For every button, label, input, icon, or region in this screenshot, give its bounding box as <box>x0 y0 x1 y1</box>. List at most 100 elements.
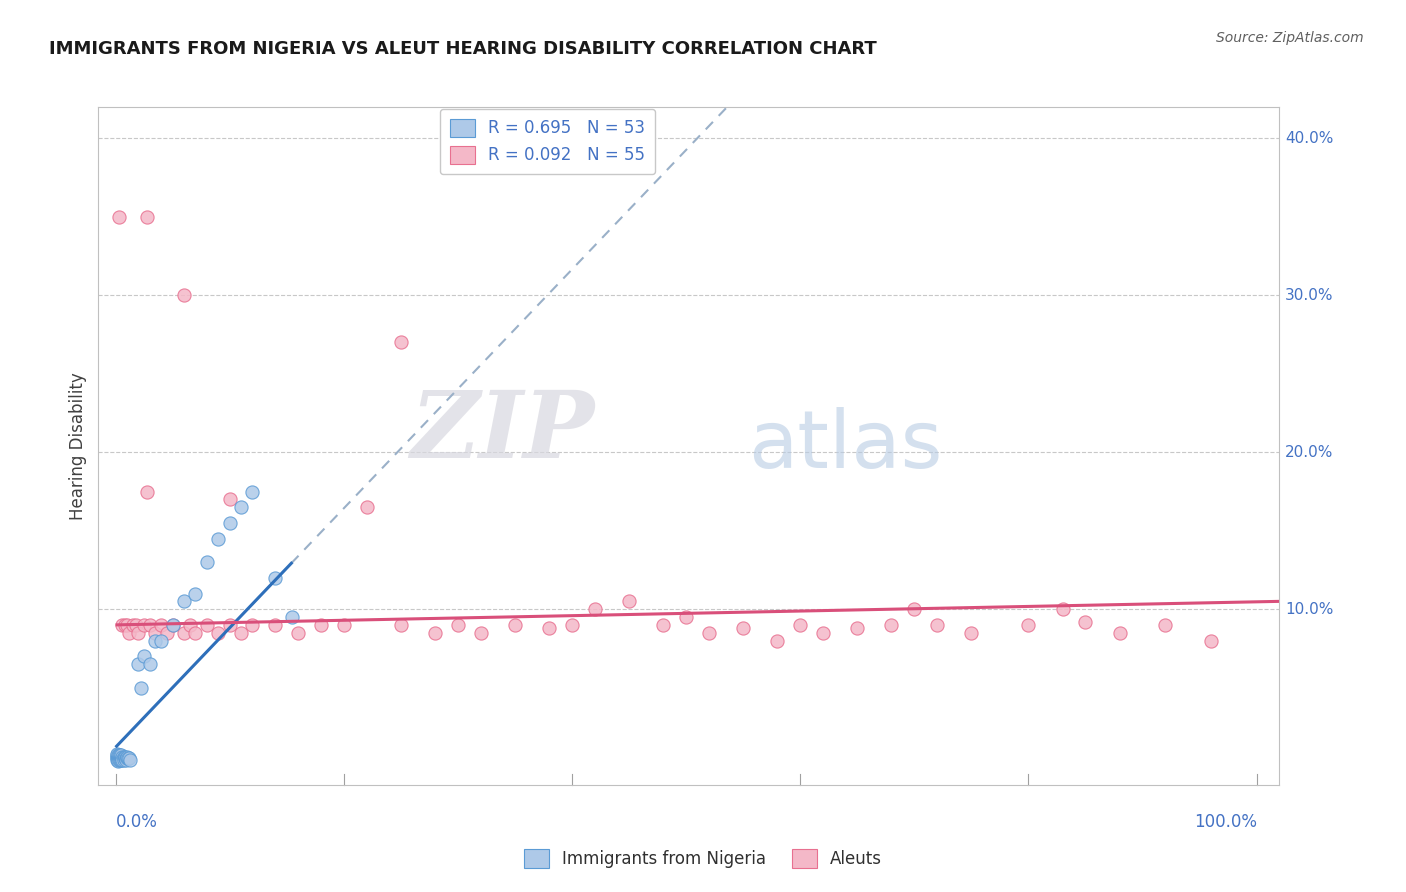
Point <box>114 751 136 765</box>
Point <box>309 618 332 632</box>
Text: 0.0%: 0.0% <box>115 814 157 831</box>
Point <box>356 500 378 515</box>
Point <box>110 751 132 765</box>
Point <box>108 753 131 767</box>
Point <box>1074 615 1097 629</box>
Point <box>561 618 583 632</box>
Point <box>846 621 869 635</box>
Point <box>127 625 149 640</box>
Point <box>105 748 128 763</box>
Text: 100.0%: 100.0% <box>1194 814 1257 831</box>
Point <box>129 681 152 695</box>
Point <box>150 618 173 632</box>
Point <box>184 625 207 640</box>
Point <box>162 618 184 632</box>
Point <box>112 751 135 765</box>
Point <box>114 618 136 632</box>
Point <box>114 751 136 765</box>
Point <box>115 618 138 632</box>
Y-axis label: Hearing Disability: Hearing Disability <box>69 372 87 520</box>
Point <box>538 621 561 635</box>
Point <box>423 625 446 640</box>
Point <box>195 555 218 569</box>
Point <box>697 625 720 640</box>
Point <box>115 751 138 765</box>
Point <box>107 749 129 764</box>
Point <box>136 484 159 499</box>
Point <box>107 748 129 763</box>
Point <box>115 749 138 764</box>
Point <box>617 594 640 608</box>
Point <box>107 751 129 765</box>
Point <box>118 625 141 640</box>
Point <box>125 618 148 632</box>
Point <box>195 618 218 632</box>
Text: 40.0%: 40.0% <box>1285 131 1333 146</box>
Point <box>117 751 139 765</box>
Point <box>470 625 492 640</box>
Point <box>242 484 264 499</box>
Point <box>108 210 131 224</box>
Point <box>1199 633 1222 648</box>
Point <box>264 571 287 585</box>
Point <box>811 625 834 640</box>
Point <box>229 500 252 515</box>
Point <box>110 748 132 763</box>
Point <box>218 492 240 507</box>
Point <box>229 625 252 640</box>
Point <box>118 751 141 765</box>
Point <box>242 618 264 632</box>
Point <box>110 753 132 767</box>
Text: Source: ZipAtlas.com: Source: ZipAtlas.com <box>1216 31 1364 45</box>
Point <box>173 625 195 640</box>
Text: ZIP: ZIP <box>411 387 595 477</box>
Point <box>218 618 240 632</box>
Point <box>960 625 983 640</box>
Point <box>108 753 131 767</box>
Point <box>207 625 229 640</box>
Point <box>107 755 129 769</box>
Point <box>145 633 167 648</box>
Text: 30.0%: 30.0% <box>1285 288 1334 303</box>
Point <box>173 594 195 608</box>
Point <box>880 618 903 632</box>
Point <box>105 747 128 761</box>
Point <box>332 618 354 632</box>
Point <box>132 649 155 664</box>
Point <box>111 753 134 767</box>
Point <box>733 621 755 635</box>
Point <box>120 753 142 767</box>
Point <box>389 618 412 632</box>
Legend: Immigrants from Nigeria, Aleuts: Immigrants from Nigeria, Aleuts <box>517 843 889 875</box>
Point <box>447 618 470 632</box>
Point <box>583 602 606 616</box>
Point <box>114 749 136 764</box>
Point <box>105 751 128 765</box>
Point <box>108 751 131 765</box>
Point <box>156 625 179 640</box>
Point <box>1108 625 1130 640</box>
Point <box>281 610 304 624</box>
Point <box>112 753 135 767</box>
Point <box>789 618 811 632</box>
Point <box>111 751 134 765</box>
Point <box>108 748 131 763</box>
Point <box>105 749 128 764</box>
Point <box>675 610 697 624</box>
Point <box>107 753 129 767</box>
Point <box>903 602 925 616</box>
Point <box>1052 602 1074 616</box>
Point <box>766 633 789 648</box>
Point <box>389 335 412 350</box>
Point <box>139 657 162 672</box>
Point <box>1154 618 1177 632</box>
Point <box>184 586 207 600</box>
Text: 20.0%: 20.0% <box>1285 445 1333 459</box>
Point <box>114 753 136 767</box>
Point <box>150 633 173 648</box>
Point <box>105 753 128 767</box>
Point <box>173 288 195 302</box>
Point <box>111 749 134 764</box>
Point <box>927 618 949 632</box>
Point <box>162 618 184 632</box>
